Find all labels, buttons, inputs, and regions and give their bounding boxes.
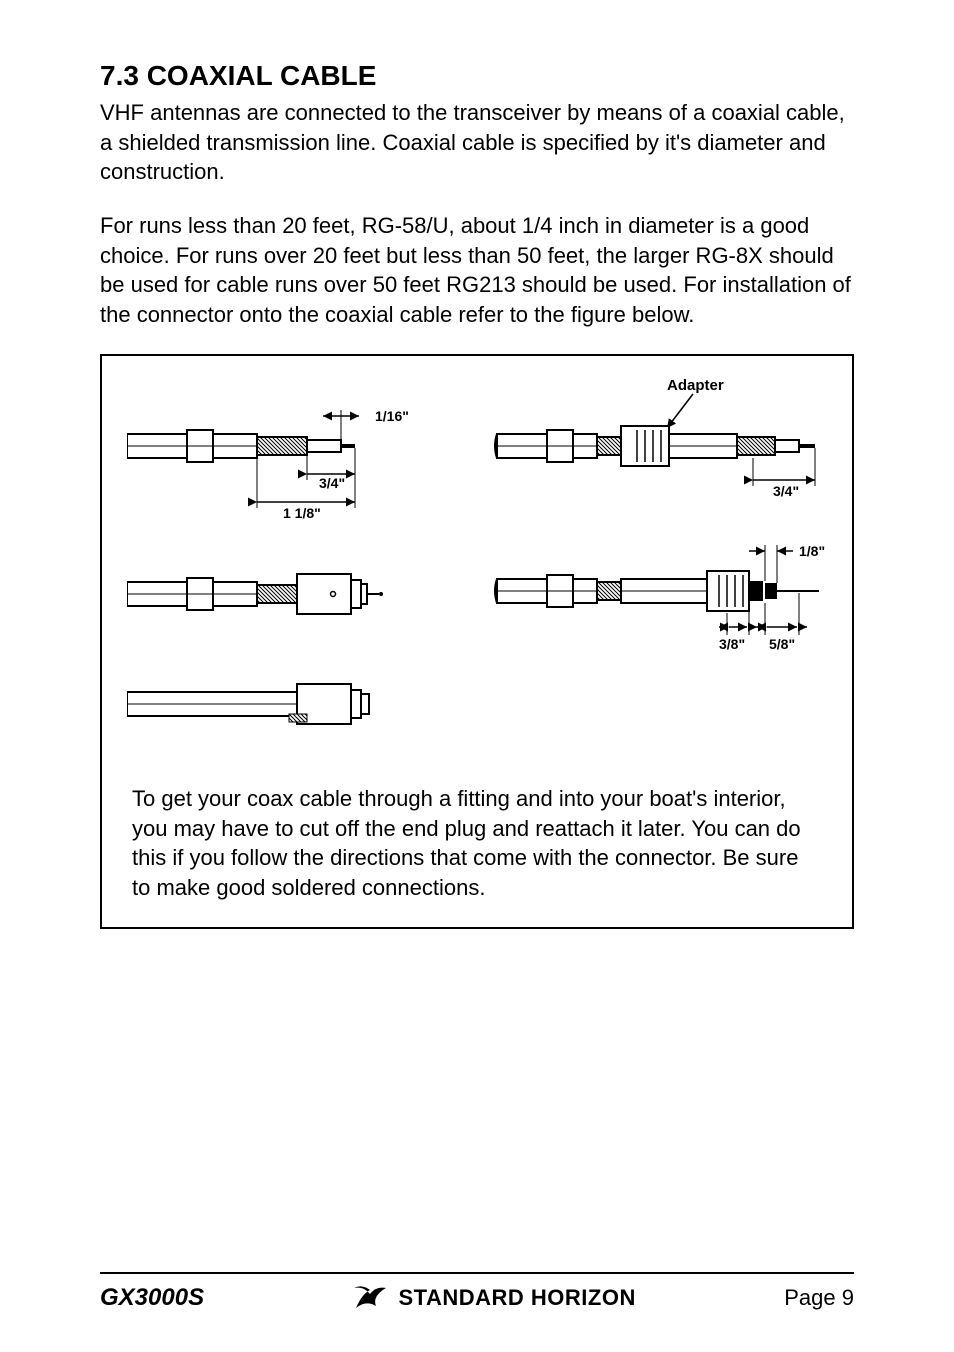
dim-3-4-right: 3/4"	[773, 483, 799, 499]
dim-1-8: 1/8"	[799, 543, 825, 559]
figure-box: 1/16" 3/4" 1 1/8"	[100, 354, 854, 929]
model-number: GX3000S	[100, 1284, 204, 1312]
page-number: Page 9	[784, 1285, 854, 1311]
paragraph-2: For runs less than 20 feet, RG-58/U, abo…	[100, 211, 854, 330]
coax-connector-diagram: 1/16" 3/4" 1 1/8"	[127, 374, 827, 774]
dim-1-16: 1/16"	[375, 408, 409, 424]
figure-caption: To get your coax cable through a fitting…	[126, 784, 828, 903]
dim-3-8: 3/8"	[719, 636, 745, 652]
section-heading: 7.3 COAXIAL CABLE	[100, 60, 854, 92]
dim-3-4-left: 3/4"	[319, 475, 345, 491]
footer-rule	[100, 1272, 854, 1274]
page: 7.3 COAXIAL CABLE VHF antennas are conne…	[0, 0, 954, 1352]
paragraph-1: VHF antennas are connected to the transc…	[100, 98, 854, 187]
page-footer: GX3000S STANDARD HORIZON Page 9	[100, 1272, 854, 1312]
brand-logo-icon	[352, 1284, 388, 1312]
brand-mark: STANDARD HORIZON	[352, 1284, 635, 1312]
label-adapter: Adapter	[667, 377, 724, 394]
dim-5-8: 5/8"	[769, 636, 795, 652]
dim-1-1-8: 1 1/8"	[283, 505, 321, 521]
brand-text: STANDARD HORIZON	[398, 1285, 635, 1311]
